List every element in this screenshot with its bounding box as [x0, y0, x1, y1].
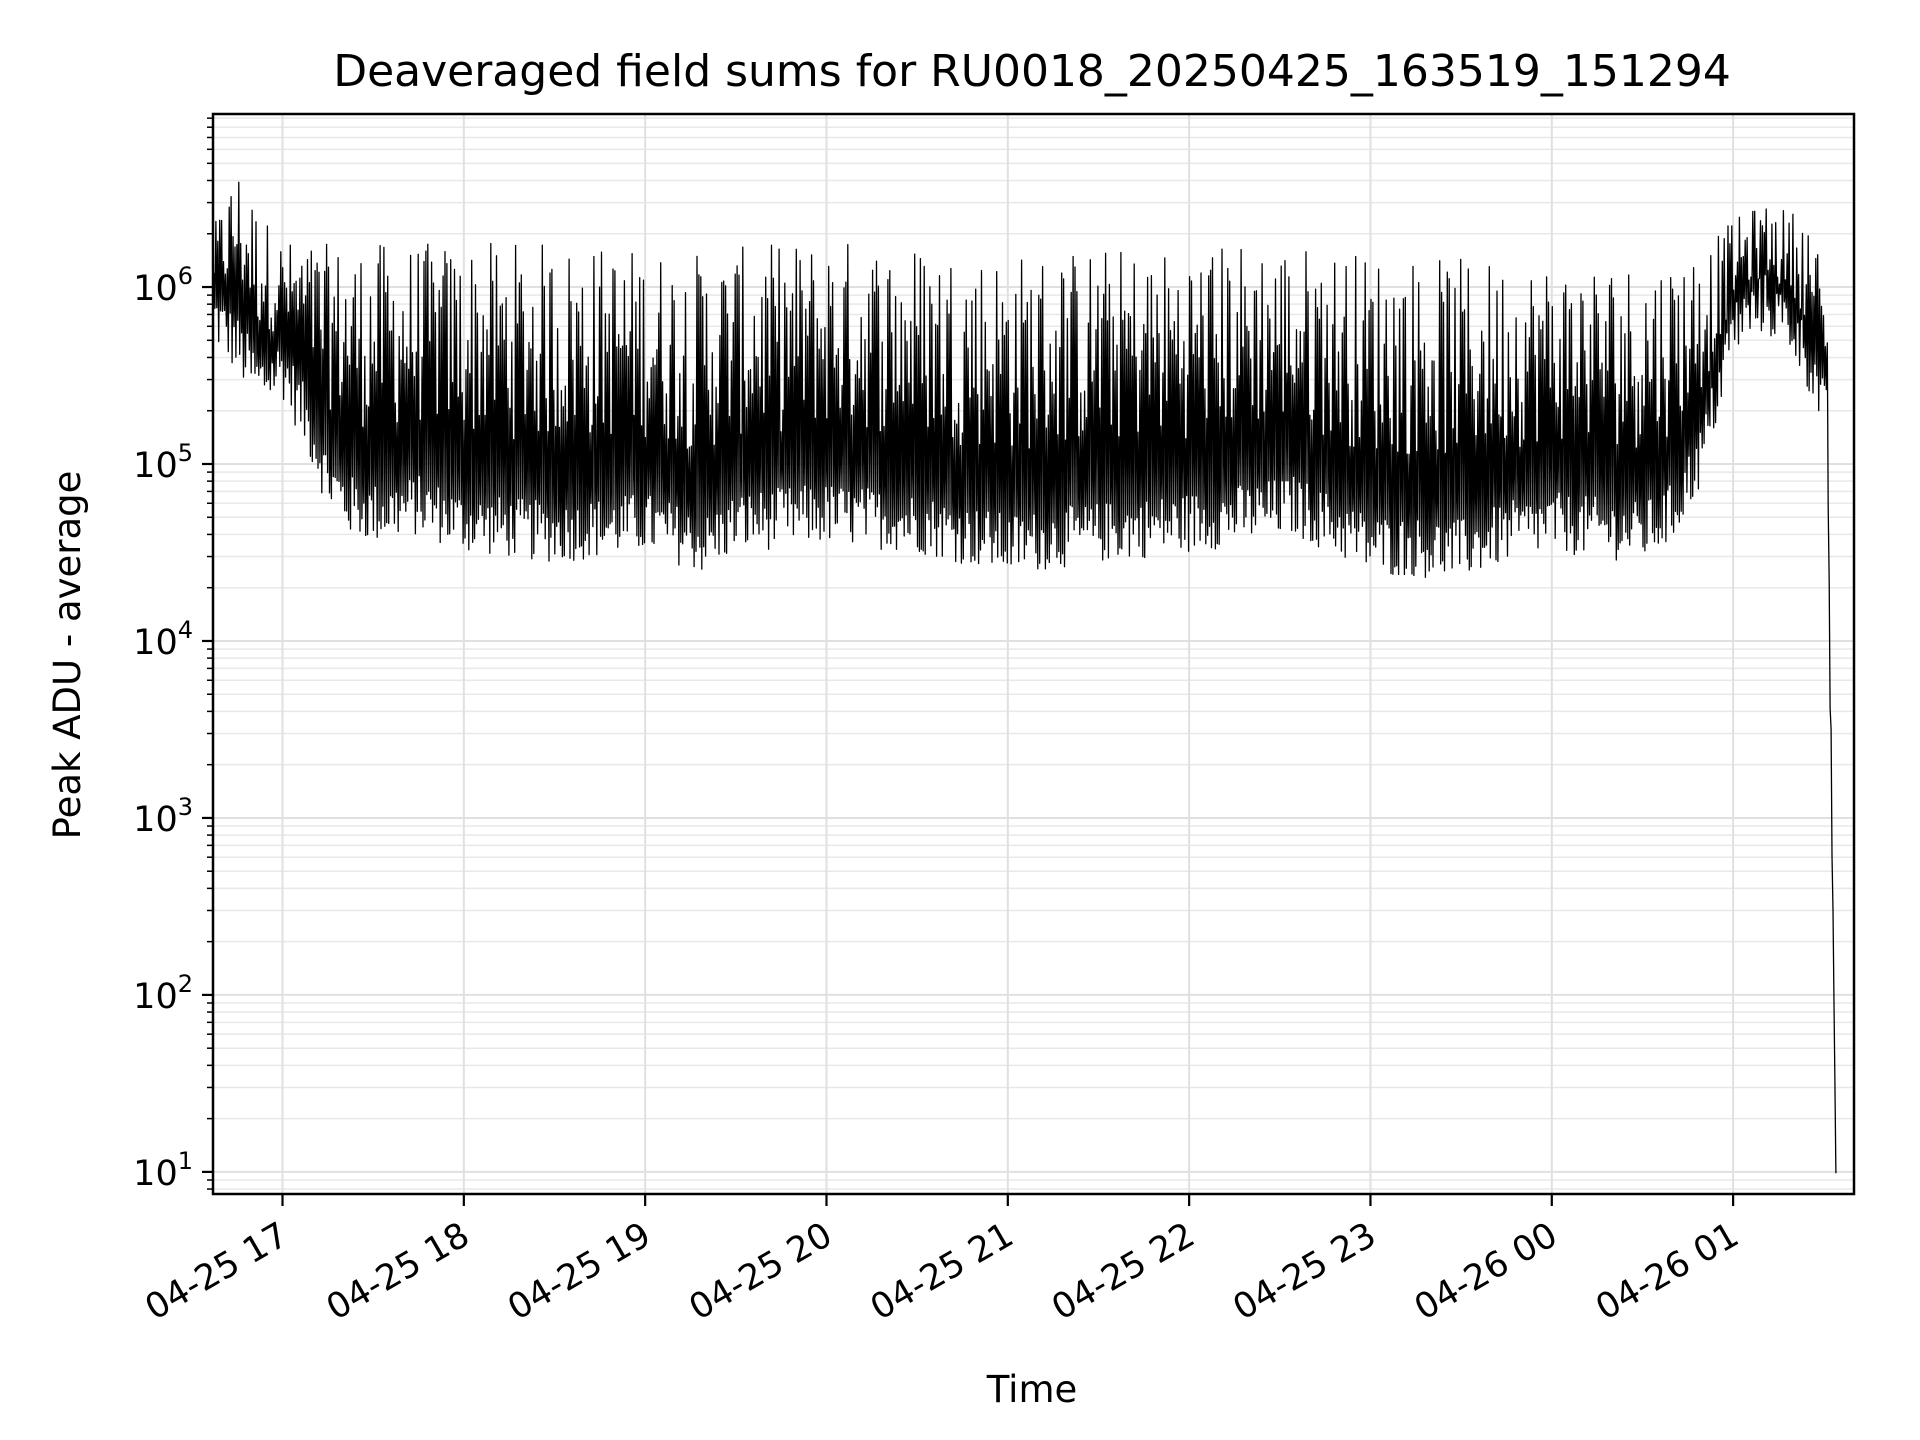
y-tick-base: 10: [133, 800, 178, 840]
y-tick-base: 10: [133, 1154, 178, 1194]
y-tick-exponent: 4: [178, 616, 193, 644]
x-axis-label: Time: [986, 1368, 1078, 1411]
y-tick-base: 10: [133, 269, 178, 309]
y-axis-label: Peak ADU - average: [46, 471, 89, 840]
plot-frame: [211, 112, 1856, 1196]
y-tick-exponent: 1: [178, 1147, 193, 1175]
y-tick-label: 102: [133, 970, 193, 1017]
y-tick-label: 101: [133, 1147, 193, 1194]
y-tick-exponent: 3: [178, 793, 193, 821]
series-layer: [212, 181, 1837, 1174]
y-tick-base: 10: [133, 977, 178, 1017]
y-tick-base: 10: [133, 446, 178, 486]
y-tick-label: 104: [133, 616, 193, 663]
chart-title: Deaveraged field sums for RU0018_2025042…: [333, 46, 1731, 97]
series-line: [212, 181, 1837, 1174]
y-tick-label: 103: [133, 793, 193, 840]
y-tick-exponent: 5: [178, 439, 193, 467]
y-tick-exponent: 6: [178, 262, 193, 290]
y-tick-label: 106: [133, 262, 193, 309]
y-tick-exponent: 2: [178, 970, 193, 998]
y-tick-label: 105: [133, 439, 193, 486]
y-tick-base: 10: [133, 623, 178, 663]
